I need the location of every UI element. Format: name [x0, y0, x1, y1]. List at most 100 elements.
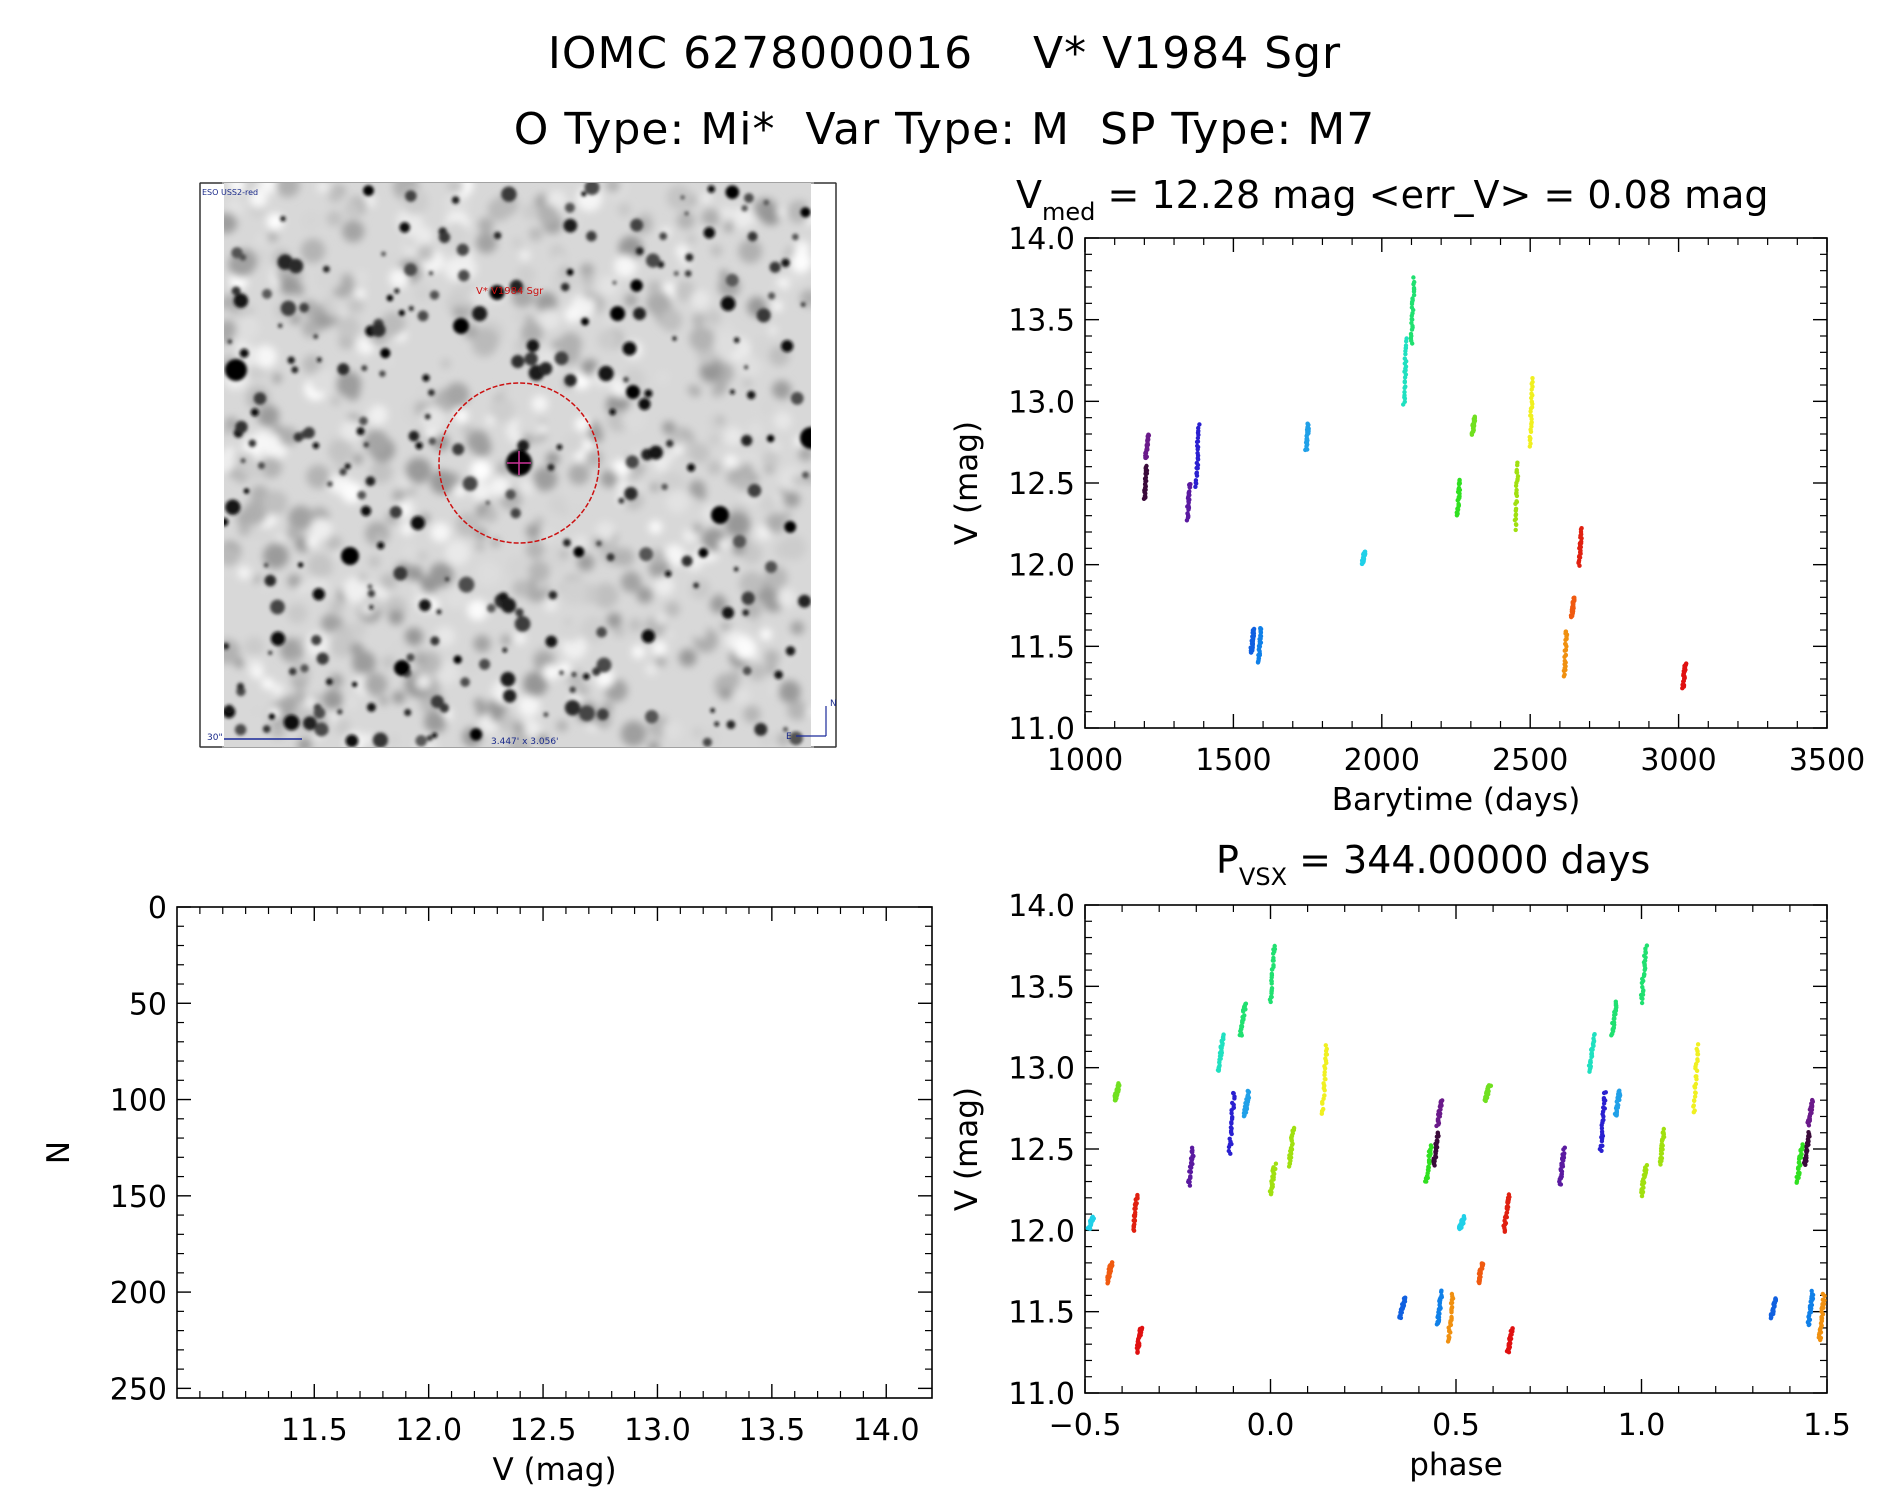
finder-blob	[531, 395, 548, 413]
light-curve-point	[1403, 343, 1409, 348]
finder-blob	[683, 528, 697, 543]
finder-blob	[734, 637, 757, 661]
finder-blob	[271, 683, 284, 696]
phase-curve-point	[1693, 1090, 1698, 1096]
finder-blob	[358, 573, 367, 583]
light-curve-point	[1514, 467, 1520, 473]
finder-blob	[263, 543, 289, 569]
light-curve-title-rest: = 12.28 mag <err_V> = 0.08 mag	[1095, 173, 1768, 217]
finder-blob	[735, 475, 753, 492]
phase-curve-point	[1269, 986, 1275, 991]
finder-blob	[400, 522, 414, 536]
finder-star	[789, 731, 803, 746]
finder-blob	[564, 306, 581, 323]
finder-blob	[389, 268, 410, 289]
light-curve-point	[1563, 642, 1568, 647]
finder-star	[248, 439, 257, 448]
phase-curve-point	[1601, 1105, 1606, 1110]
finder-blob	[787, 700, 808, 721]
phase-curve-cluster	[1397, 1295, 1408, 1321]
finder-star	[410, 515, 425, 531]
finder-blob	[445, 540, 470, 566]
light-curve-point	[1515, 460, 1520, 465]
finder-star	[489, 285, 505, 300]
phase-curve-point	[1800, 1142, 1805, 1147]
finder-blob	[561, 579, 588, 605]
light-curve-point	[1529, 405, 1535, 410]
light-curve-xlabel: Barytime (days)	[1332, 782, 1581, 818]
finder-blob	[542, 664, 559, 681]
phase-curve-point	[1810, 1292, 1816, 1298]
finder-star	[548, 590, 558, 600]
phase-curve-point	[1435, 1130, 1441, 1135]
finder-star	[741, 434, 753, 447]
finder-blob	[514, 242, 524, 251]
finder-bright-star	[394, 660, 410, 676]
finder-blob	[473, 635, 491, 653]
light-curve-point	[1146, 433, 1152, 438]
light-curve-point	[1193, 478, 1199, 483]
phase-title-sub: VSX	[1239, 863, 1287, 891]
finder-blob	[512, 721, 526, 734]
phase-curve-point	[1644, 943, 1650, 948]
phase-curve-point	[1446, 1334, 1451, 1339]
finder-star	[472, 306, 488, 322]
finder-star	[702, 737, 713, 747]
histogram-ytick-label: 50	[129, 987, 167, 1022]
light-curve-point	[1579, 526, 1584, 531]
finder-blob	[270, 723, 286, 739]
phase-curve-cluster	[1557, 1145, 1568, 1187]
light-curve-xtick-label: 3500	[1789, 743, 1865, 778]
light-curve-point	[1563, 629, 1569, 634]
finder-star	[299, 302, 309, 313]
light-curve-point	[1144, 463, 1149, 469]
light-curve-point	[1513, 506, 1519, 511]
finder-star	[431, 732, 438, 739]
finder-blob	[389, 639, 411, 660]
finder-blob	[769, 683, 782, 695]
finder-blob	[723, 322, 734, 333]
phase-curve-point	[1227, 1136, 1232, 1142]
finder-blob	[533, 516, 544, 527]
phase-curve-point	[1188, 1174, 1193, 1179]
finder-star	[798, 594, 811, 608]
phase-curve-point	[1232, 1094, 1237, 1099]
finder-blob	[478, 217, 494, 234]
finder-blob	[748, 335, 774, 362]
finder-blob	[327, 438, 353, 464]
finder-blob	[759, 495, 776, 512]
phase-curve-cluster	[1267, 943, 1278, 1005]
phase-curve-plot: −0.5 0.0 0.5 1.0 1.5 11.0 11.5 12.0 12.5 13.0 13.5…	[949, 889, 1851, 1483]
finder-blob	[686, 234, 696, 244]
finder-blob	[781, 535, 807, 561]
finder-star	[774, 670, 783, 680]
finder-blob	[513, 311, 524, 322]
phase-curve-cluster	[1805, 1097, 1816, 1128]
survey-label: ESO USS2-red	[202, 188, 258, 197]
finder-blob	[622, 368, 646, 391]
finder-blob	[334, 718, 351, 736]
finder-star	[514, 616, 531, 632]
phase-curve-cluster	[1445, 1291, 1456, 1344]
finder-blob	[381, 655, 396, 670]
finder-blob	[525, 540, 545, 560]
phase-curve-point	[1322, 1070, 1327, 1075]
phase-curve-point	[1660, 1147, 1665, 1152]
finder-blob	[483, 507, 498, 523]
phase-title: PVSX = 344.00000 days	[1216, 838, 1650, 891]
phase-curve-point	[1797, 1170, 1802, 1176]
compass-icon	[796, 706, 827, 737]
finder-blob	[537, 204, 559, 226]
finder-blob	[327, 433, 336, 442]
light-curve-point	[1515, 474, 1521, 479]
finder-blob	[340, 419, 363, 442]
phase-curve-point	[1809, 1288, 1814, 1294]
finder-blob	[288, 505, 314, 531]
finder-blob	[500, 634, 512, 646]
finder-blob	[548, 495, 567, 514]
phase-curve-point	[1659, 1156, 1665, 1161]
finder-bright-star	[711, 506, 729, 524]
phase-curve-cluster	[1586, 1032, 1597, 1074]
finder-blob	[438, 588, 449, 599]
finder-blob	[224, 545, 240, 567]
